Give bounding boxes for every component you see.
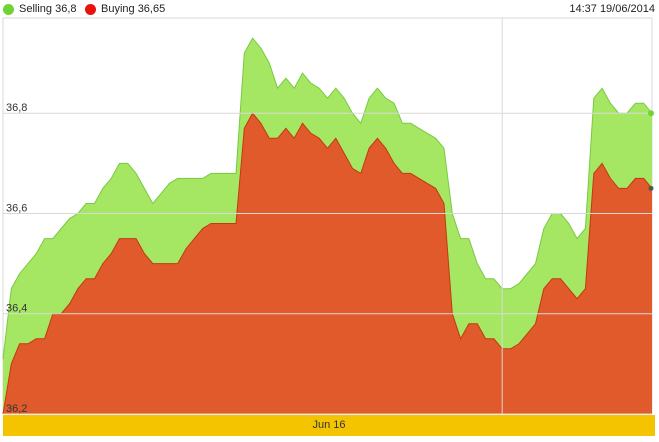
selling-end-marker [648,110,654,117]
legend-item-selling[interactable]: Selling 36,8 [3,2,77,16]
legend: Selling 36,8 Buying 36,65 14:37 19/06/20… [0,0,659,17]
y-tick-label: 36,4 [6,303,27,315]
y-tick-label: 36,6 [6,203,27,215]
legend-item-buying[interactable]: Buying 36,65 [85,2,165,16]
y-tick-label: 36,8 [6,102,27,114]
selling-dot-icon [3,3,14,15]
x-tick-label: Jun 16 [312,419,346,431]
series-line-buying [2,112,653,415]
series-line-selling [2,37,653,359]
buying-end-marker [648,185,654,191]
y-tick-label: 36,2 [6,403,27,415]
legend-selling-label: Selling 36,8 [19,3,77,15]
legend-buying-label: Buying 36,65 [101,3,166,15]
buying-dot-icon [85,3,96,15]
timestamp: 14:37 19/06/2014 [569,3,655,15]
x-axis-bar: Jun 16 [3,415,655,436]
